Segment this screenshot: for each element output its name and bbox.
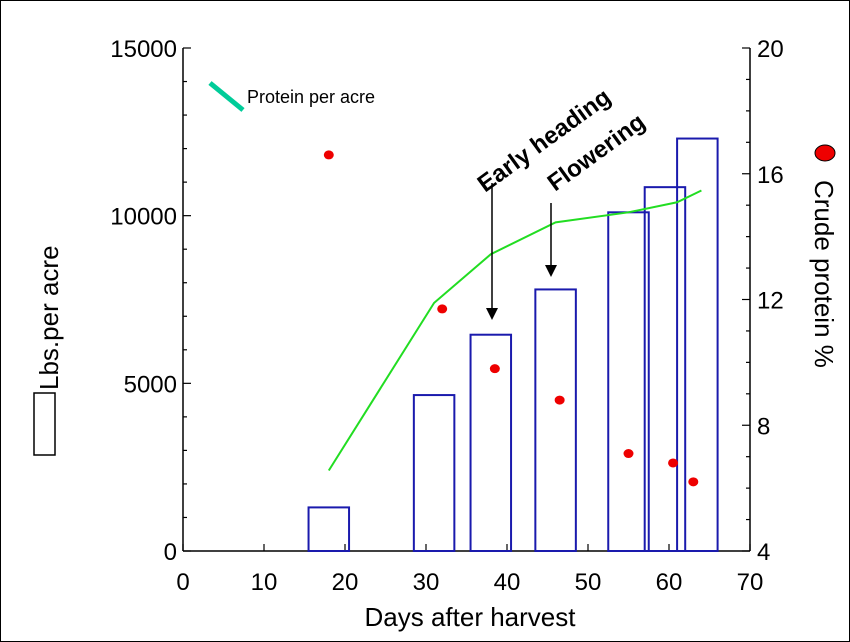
x-tick-label: 50: [575, 569, 602, 596]
point: [554, 395, 565, 405]
y-tick-label: 0: [164, 539, 177, 566]
bar: [607, 211, 650, 553]
point: [688, 477, 699, 487]
bar: [643, 186, 687, 552]
x-tick-label: 20: [332, 569, 359, 596]
bar: [534, 288, 577, 552]
y-axis-label: Lbs.per acre: [34, 245, 64, 390]
y2-tick-label: 12: [757, 288, 784, 315]
x-axis-label: Days after harvest: [365, 602, 577, 632]
crude-protein-dots: [323, 150, 699, 487]
y2-axis-label: Crude protein %: [809, 180, 839, 368]
bar: [469, 333, 513, 552]
axes: 0 10 20 30 40 50 60 70 0 5000 10000 15000 4 8 12 16 20: [110, 36, 783, 596]
x-tick-label: 60: [656, 569, 683, 596]
legend-label: Protein per acre: [247, 87, 375, 107]
y-tick-label: 10000: [110, 204, 177, 231]
annotation-arrow-head: [545, 265, 557, 277]
bar-legend-icon: [33, 392, 56, 456]
bar: [307, 506, 351, 553]
x-tick-label: 40: [494, 569, 521, 596]
x-tick-label: 70: [737, 569, 764, 596]
point: [668, 458, 679, 468]
y-tick-label: 15000: [110, 36, 177, 63]
y2-tick-label: 20: [757, 36, 784, 63]
x-tick-label: 10: [251, 569, 278, 596]
y-tick-label: 5000: [124, 371, 177, 398]
x-tick-label: 30: [413, 569, 440, 596]
x-tick-label: 0: [176, 569, 189, 596]
legend: Protein per acre Lbs.per acre Crude prot…: [33, 81, 839, 456]
dot-legend-icon: [814, 144, 836, 162]
y2-tick-label: 8: [757, 413, 770, 440]
legend-line-icon: [208, 81, 245, 112]
bar: [412, 394, 456, 552]
y2-tick-label: 16: [757, 162, 784, 189]
annotation-arrow-head: [486, 308, 498, 320]
point: [437, 304, 448, 314]
protein-per-acre-line: [327, 189, 702, 472]
point: [623, 449, 634, 459]
point: [489, 364, 500, 374]
bar-series: [307, 137, 719, 553]
bar: [676, 137, 719, 552]
line-path: [327, 189, 702, 472]
y2-tick-label: 4: [757, 539, 770, 566]
point: [323, 150, 334, 160]
